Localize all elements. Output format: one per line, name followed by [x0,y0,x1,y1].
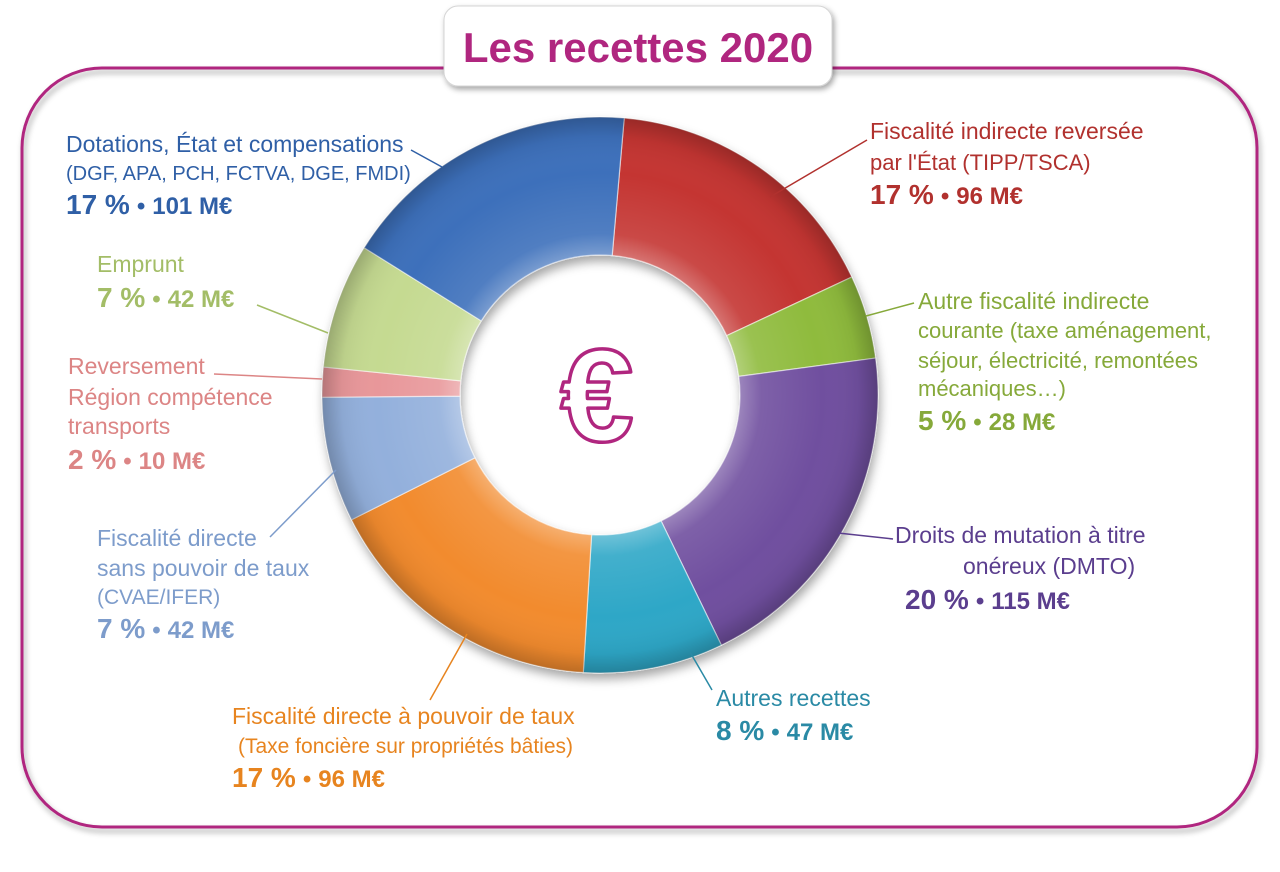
label-fiscalite-directe-pouvoir-de-taux: Fiscalité directe à pouvoir de taux (Tax… [232,703,575,793]
amount-label: 96 M€ [956,183,1023,210]
leader-line-fiscalite-directe-sans-pouvoir [269,469,337,538]
label-line: onéreux (DMTO) [963,553,1135,579]
amount-label: 42 M€ [168,286,235,313]
leader-line-autre-fiscalite-indirecte [865,302,915,317]
label-line: Autre fiscalité indirecte [918,288,1149,314]
label-line: Autres recettes [716,685,871,711]
percent-label: 17 % [870,179,934,210]
percent-label: 5 % [918,405,966,436]
percent-label: 20 % [905,584,969,615]
amount-label: 10 M€ [139,448,206,475]
separator: • [303,766,311,793]
label-line: Fiscalité directe [97,525,257,551]
leader-line-fiscalite-indirecte-reversee [769,139,868,198]
label-autre-fiscalite-indirecte: Autre fiscalité indirecte courante (taxe… [918,288,1212,436]
label-line: Reversement [68,353,205,379]
leader-line-dotations [410,149,443,168]
separator: • [137,193,145,220]
label-line: Région compétence [68,384,273,410]
label-droits-de-mutation: Droits de mutation à titre onéreux (DMTO… [895,522,1146,615]
value-label: 2 % • 10 M€ [68,444,205,475]
amount-label: 101 M€ [152,193,232,220]
label-line: mécaniques…) [918,376,1066,401]
label-line: courante (taxe aménagement, [918,318,1212,343]
separator: • [152,286,160,313]
label-line: par l'État (TIPP/TSCA) [870,150,1091,175]
leader-line-reversement-region [213,373,323,380]
amount-label: 96 M€ [318,766,385,793]
donut-shading [322,117,878,673]
separator: • [123,448,131,475]
leader-line-autres-recettes [689,651,713,691]
value-label: 17 % • 101 M€ [66,189,232,220]
value-label: 7 % • 42 M€ [97,613,234,644]
label-line: transports [68,413,170,439]
label-line: Fiscalité directe à pouvoir de taux [232,703,575,729]
percent-label: 7 % [97,613,145,644]
label-line: séjour, électricité, remontées [918,348,1198,373]
chart-title: Les recettes 2020 [463,24,813,71]
separator: • [973,409,981,436]
amount-label: 47 M€ [787,719,854,746]
leader-line-emprunt [256,304,329,334]
label-emprunt: Emprunt 7 % • 42 M€ [97,251,234,313]
value-label: 17 % • 96 M€ [870,179,1023,210]
label-line: sans pouvoir de taux [97,555,310,581]
title-box: Les recettes 2020 [443,5,833,87]
percent-label: 17 % [232,762,296,793]
separator: • [976,588,984,615]
percent-label: 8 % [716,715,764,746]
title-box-background [443,5,833,87]
label-line: Dotations, État et compensations [66,131,404,157]
label-line: Droits de mutation à titre [895,522,1146,548]
amount-label: 42 M€ [168,617,235,644]
euro-icon: € [560,322,633,469]
separator: • [941,183,949,210]
separator: • [771,719,779,746]
label-autres-recettes: Autres recettes 8 % • 47 M€ [716,685,871,746]
value-label: 17 % • 96 M€ [232,762,385,793]
separator: • [152,617,160,644]
value-label: 8 % • 47 M€ [716,715,853,746]
leader-line-droits-de-mutation [837,532,894,540]
label-reversement-region: Reversement Région compétence transports… [68,353,273,475]
leader-line-fiscalite-directe-pouvoir-de-taux [429,633,468,701]
percent-label: 2 % [68,444,116,475]
value-label: 20 % • 115 M€ [905,584,1070,615]
percent-label: 7 % [97,282,145,313]
percent-label: 17 % [66,189,130,220]
label-line: (CVAE/IFER) [97,586,220,609]
amount-label: 28 M€ [989,409,1056,436]
amount-label: 115 M€ [991,588,1070,615]
label-dotations: Dotations, État et compensations (DGF, A… [66,131,411,220]
label-line: (Taxe foncière sur propriétés bâties) [238,735,573,758]
value-label: 5 % • 28 M€ [918,405,1055,436]
value-label: 7 % • 42 M€ [97,282,234,313]
label-line: Emprunt [97,251,185,277]
label-fiscalite-directe-sans-pouvoir: Fiscalité directe sans pouvoir de taux (… [97,525,310,644]
leader-lines [213,139,915,701]
label-line: Fiscalité indirecte reversée [870,118,1144,144]
label-fiscalite-indirecte-reversee: Fiscalité indirecte reversée par l'État … [870,118,1144,210]
label-line: (DGF, APA, PCH, FCTVA, DGE, FMDI) [66,163,411,185]
